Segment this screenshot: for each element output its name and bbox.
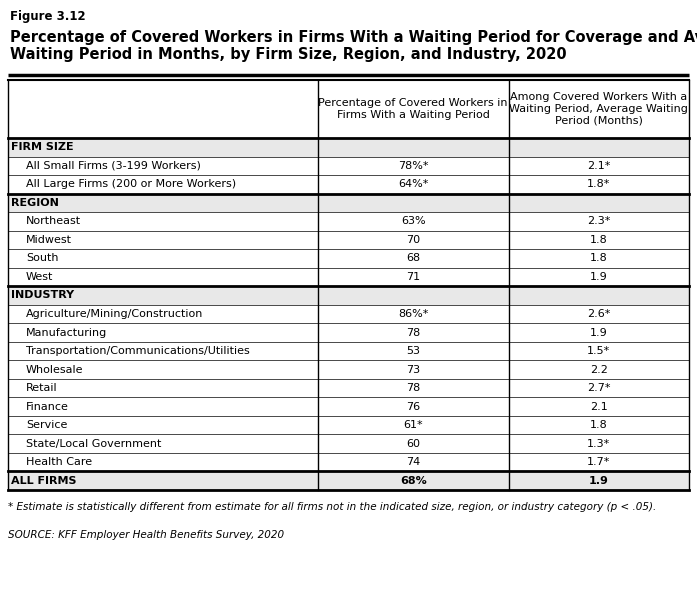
Text: State/Local Government: State/Local Government [26, 439, 162, 449]
Text: Finance: Finance [26, 401, 69, 412]
Text: Manufacturing: Manufacturing [26, 328, 107, 337]
Text: * Estimate is statistically different from estimate for all firms not in the ind: * Estimate is statistically different fr… [8, 502, 657, 512]
Text: 70: 70 [406, 235, 420, 245]
Text: Figure 3.12: Figure 3.12 [10, 10, 86, 23]
Text: 1.9: 1.9 [590, 272, 608, 282]
Text: 68: 68 [406, 253, 420, 264]
Text: 71: 71 [406, 272, 420, 282]
Bar [8, 286, 689, 305]
Text: 1.5*: 1.5* [587, 346, 611, 356]
Bar [8, 138, 689, 157]
Text: REGION: REGION [11, 198, 59, 208]
Text: 76: 76 [406, 401, 420, 412]
Text: Percentage of Covered Workers in Firms With a Waiting Period for Coverage and Av: Percentage of Covered Workers in Firms W… [10, 30, 697, 45]
Text: 2.7*: 2.7* [587, 383, 611, 393]
Text: 1.3*: 1.3* [587, 439, 611, 449]
Text: Northeast: Northeast [26, 217, 81, 226]
Text: 1.8: 1.8 [590, 420, 608, 430]
Text: South: South [26, 253, 59, 264]
Text: 60: 60 [406, 439, 420, 449]
Text: 1.9: 1.9 [590, 328, 608, 337]
Text: Percentage of Covered Workers in
Firms With a Waiting Period: Percentage of Covered Workers in Firms W… [319, 98, 508, 120]
Text: 1.8*: 1.8* [587, 179, 611, 189]
Text: 78: 78 [406, 383, 420, 393]
Text: 1.9: 1.9 [589, 476, 608, 486]
Text: 2.1: 2.1 [590, 401, 608, 412]
Text: 64%*: 64%* [398, 179, 429, 189]
Text: Midwest: Midwest [26, 235, 72, 245]
Text: 1.8: 1.8 [590, 253, 608, 264]
Text: Waiting Period in Months, by Firm Size, Region, and Industry, 2020: Waiting Period in Months, by Firm Size, … [10, 47, 567, 62]
Text: 74: 74 [406, 458, 420, 467]
Text: 63%: 63% [401, 217, 425, 226]
Text: 78: 78 [406, 328, 420, 337]
Text: 78%*: 78%* [398, 161, 429, 171]
Text: INDUSTRY: INDUSTRY [11, 290, 74, 301]
Text: 1.7*: 1.7* [587, 458, 611, 467]
Text: 86%*: 86%* [398, 309, 429, 319]
Text: Service: Service [26, 420, 68, 430]
Text: All Large Firms (200 or More Workers): All Large Firms (200 or More Workers) [26, 179, 236, 189]
Text: 2.1*: 2.1* [587, 161, 611, 171]
Text: Retail: Retail [26, 383, 58, 393]
Text: Agriculture/Mining/Construction: Agriculture/Mining/Construction [26, 309, 204, 319]
Text: 53: 53 [406, 346, 420, 356]
Text: 2.3*: 2.3* [587, 217, 611, 226]
Bar [8, 193, 689, 212]
Text: Health Care: Health Care [26, 458, 92, 467]
Text: FIRM SIZE: FIRM SIZE [11, 142, 74, 152]
Bar [8, 472, 689, 490]
Text: ALL FIRMS: ALL FIRMS [11, 476, 77, 486]
Text: Among Covered Workers With a
Waiting Period, Average Waiting
Period (Months): Among Covered Workers With a Waiting Per… [510, 92, 688, 126]
Text: SOURCE: KFF Employer Health Benefits Survey, 2020: SOURCE: KFF Employer Health Benefits Sur… [8, 530, 284, 540]
Text: 2.6*: 2.6* [587, 309, 611, 319]
Text: Wholesale: Wholesale [26, 365, 84, 375]
Text: Transportation/Communications/Utilities: Transportation/Communications/Utilities [26, 346, 250, 356]
Text: 68%: 68% [400, 476, 427, 486]
Text: West: West [26, 272, 54, 282]
Text: All Small Firms (3-199 Workers): All Small Firms (3-199 Workers) [26, 161, 201, 171]
Text: 2.2: 2.2 [590, 365, 608, 375]
Text: 1.8: 1.8 [590, 235, 608, 245]
Text: 73: 73 [406, 365, 420, 375]
Text: 61*: 61* [404, 420, 423, 430]
